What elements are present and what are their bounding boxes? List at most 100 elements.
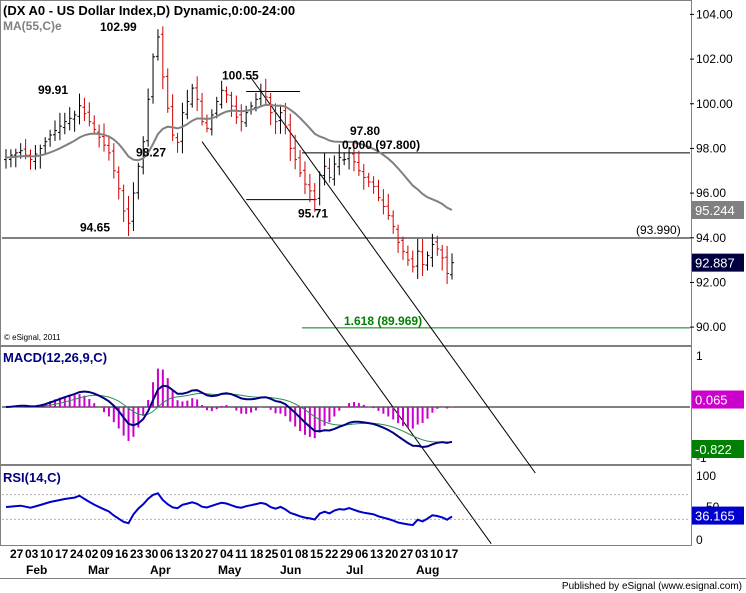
price-bar [151,53,156,104]
ma-line [5,103,453,211]
rsi-last-value: 36.165 [695,509,735,524]
price-annotation: 94.65 [80,220,110,234]
price-bar [136,162,141,200]
price-bar [165,68,170,113]
price-bar [224,86,229,103]
price-bar [155,29,160,61]
price-bar [327,158,332,183]
price-annotation: 1.618 (89.969) [344,314,422,328]
rsi-axis-label: 100 [696,469,716,483]
price-axis-label: 98.00 [696,141,726,155]
x-day-label: 16 [115,547,129,561]
price-annotation: 100.55 [222,68,259,82]
x-month-label: Mar [88,563,110,577]
macd-axis-label: 1 [696,349,703,363]
x-day-label: 02 [85,547,99,561]
macd-pane [0,346,692,465]
price-bar [106,137,111,161]
price-bar [361,164,366,190]
last-price-value-box [692,253,744,272]
macd-title: MACD(12,26,9,C) [3,350,107,365]
price-bar [376,179,381,202]
price-bar [258,83,263,106]
x-day-label: 15 [310,547,324,561]
price-axis-label: 102.00 [696,52,733,66]
x-month-label: Feb [26,563,47,577]
price-bar [160,26,165,90]
x-day-label: 09 [100,547,114,561]
price-bar [425,251,430,271]
price-bar [396,224,401,253]
price-annotation: 95.71 [298,207,328,221]
price-bar [28,149,33,170]
chart-title: (DX A0 - US Dollar Index,D) Dynamic,0:00… [3,3,295,18]
price-annotation: 99.91 [38,83,68,97]
x-day-label: 18 [250,547,264,561]
price-bar [356,150,361,176]
price-bar [391,210,396,234]
price-bar [185,89,190,120]
price-bar [435,235,440,256]
price-bar [239,104,244,132]
price-bar [195,76,200,112]
price-bar [92,115,97,134]
x-day-label: 03 [25,547,39,561]
price-bar [190,83,195,108]
price-bar [342,152,347,166]
price-bar [33,145,38,170]
price-bar [204,114,209,133]
price-bar [440,244,445,271]
price-bar [116,166,121,200]
price-bar [351,141,356,172]
publisher-text: Published by eSignal (www.esignal.com) [562,581,742,592]
x-day-label: 03 [415,547,429,561]
ma-legend: MA(55,C)e [3,19,62,33]
x-month-label: Apr [150,563,171,577]
price-bar [146,88,151,147]
price-bar [430,233,435,267]
price-bar [273,103,278,135]
price-bar [450,253,454,280]
price-bar [244,105,249,128]
x-day-label: 29 [340,547,354,561]
price-bar [283,103,288,135]
price-bar [400,236,405,260]
price-bar [302,161,307,195]
copyright-text: © eSignal, 2011 [4,333,61,342]
price-bar [229,91,234,117]
price-bar [102,123,107,152]
x-day-label: 01 [280,547,294,561]
price-bar [322,152,327,186]
price-bar [87,102,92,127]
price-bar [82,97,87,122]
x-day-label: 04 [220,547,234,561]
price-bar [121,184,126,223]
price-bar [62,112,67,135]
price-bar [43,137,48,154]
x-day-label: 06 [355,547,369,561]
price-bar [337,144,342,176]
price-bar [278,104,283,134]
price-bar [263,78,268,106]
x-day-label: 08 [295,547,309,561]
x-day-label: 22 [325,547,339,561]
rsi-line [5,492,453,527]
price-bar [332,155,337,186]
price-bar [415,238,420,279]
price-bar [386,193,391,220]
price-bar [307,173,312,203]
x-day-label: 10 [430,547,444,561]
price-bar [366,172,371,187]
price-bar [53,120,58,141]
x-day-label: 17 [445,547,459,561]
price-annotation: 102.99 [100,20,137,34]
price-axis-label: 90.00 [696,320,726,334]
price-bar [126,195,131,236]
x-month-label: Aug [416,563,439,577]
price-annotation: 98.27 [136,145,166,159]
price-bar [268,92,273,126]
x-day-label: 24 [70,547,84,561]
ma-last-value-box [692,200,744,219]
price-bar [298,149,303,178]
x-day-label: 06 [160,547,174,561]
